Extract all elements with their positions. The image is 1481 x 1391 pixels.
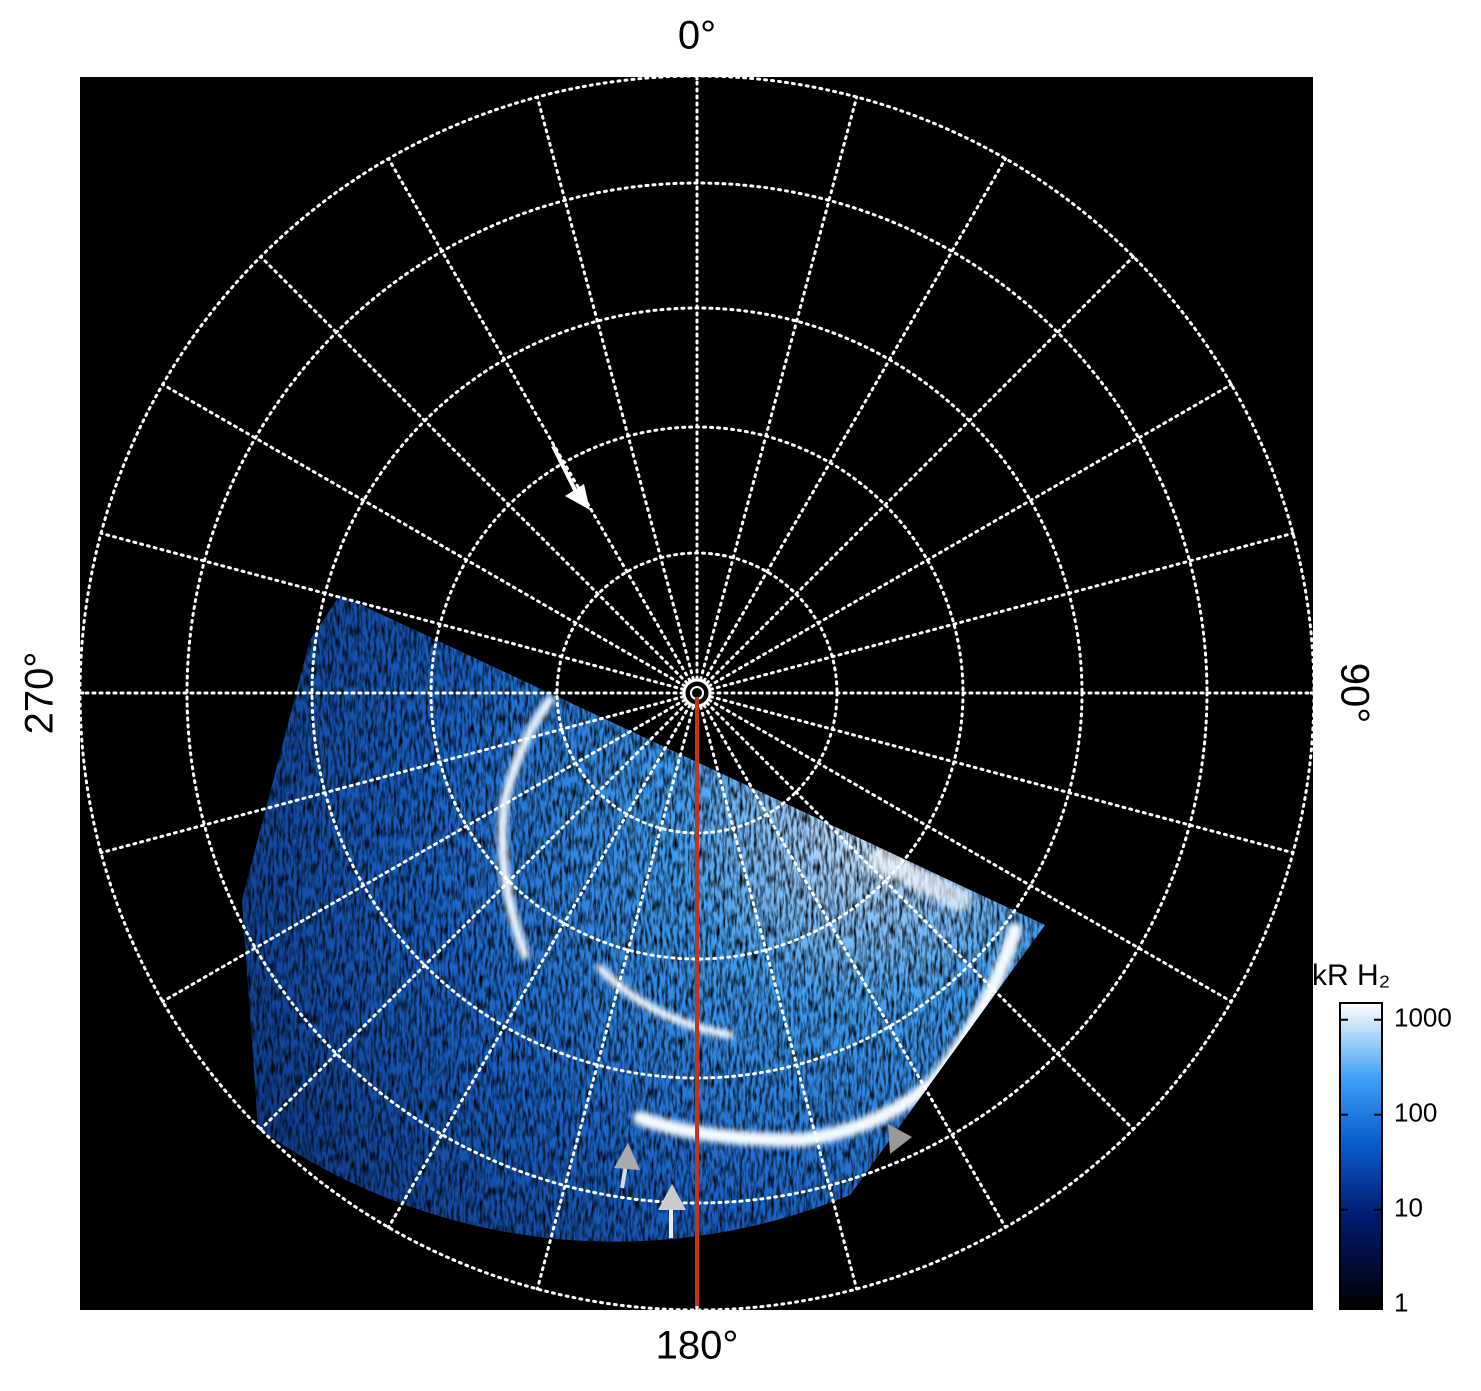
- grid-spoke: [535, 705, 695, 1291]
- grid-spoke: [699, 95, 859, 681]
- arrow: [888, 1124, 912, 1154]
- grid-spoke: [709, 531, 1295, 691]
- arrow: [565, 484, 590, 510]
- grid-spoke: [707, 383, 1233, 688]
- angle-label: 90°: [1332, 663, 1376, 724]
- grid-spoke: [259, 701, 689, 1131]
- grid-spoke: [702, 157, 1007, 683]
- angle-label: 180°: [656, 1324, 739, 1368]
- colorbar-tick-label: 100: [1394, 1098, 1437, 1128]
- grid-spoke: [99, 531, 685, 691]
- arrows: [551, 445, 912, 1238]
- grid-spoke: [99, 695, 685, 855]
- colorbar-tick-label: 10: [1394, 1193, 1423, 1223]
- grid-spoke: [705, 255, 1135, 685]
- arrow: [551, 445, 577, 491]
- grid-spoke: [387, 157, 692, 683]
- grid-spoke: [161, 698, 687, 1003]
- grid-spoke: [535, 95, 695, 681]
- colorbar-label: kR H₂: [1312, 959, 1390, 992]
- grid-spoke: [705, 701, 1135, 1131]
- colorbar: [1339, 1002, 1383, 1310]
- colorbar-tick-label: 1000: [1394, 1003, 1452, 1033]
- polar-grid: [80, 77, 1313, 1310]
- colorbar-tick-label: 1: [1394, 1288, 1408, 1318]
- grid-spoke: [702, 703, 1007, 1229]
- grid-spoke: [699, 705, 859, 1291]
- grid-spoke: [161, 383, 687, 688]
- arrow: [658, 1184, 686, 1210]
- grid-spoke: [707, 698, 1233, 1003]
- grid-spoke: [709, 695, 1295, 855]
- arrow: [614, 1143, 640, 1170]
- angle-label: 270°: [18, 652, 62, 735]
- grid-spoke: [387, 703, 692, 1229]
- grid-spoke: [259, 255, 689, 685]
- angle-label: 0°: [678, 14, 716, 58]
